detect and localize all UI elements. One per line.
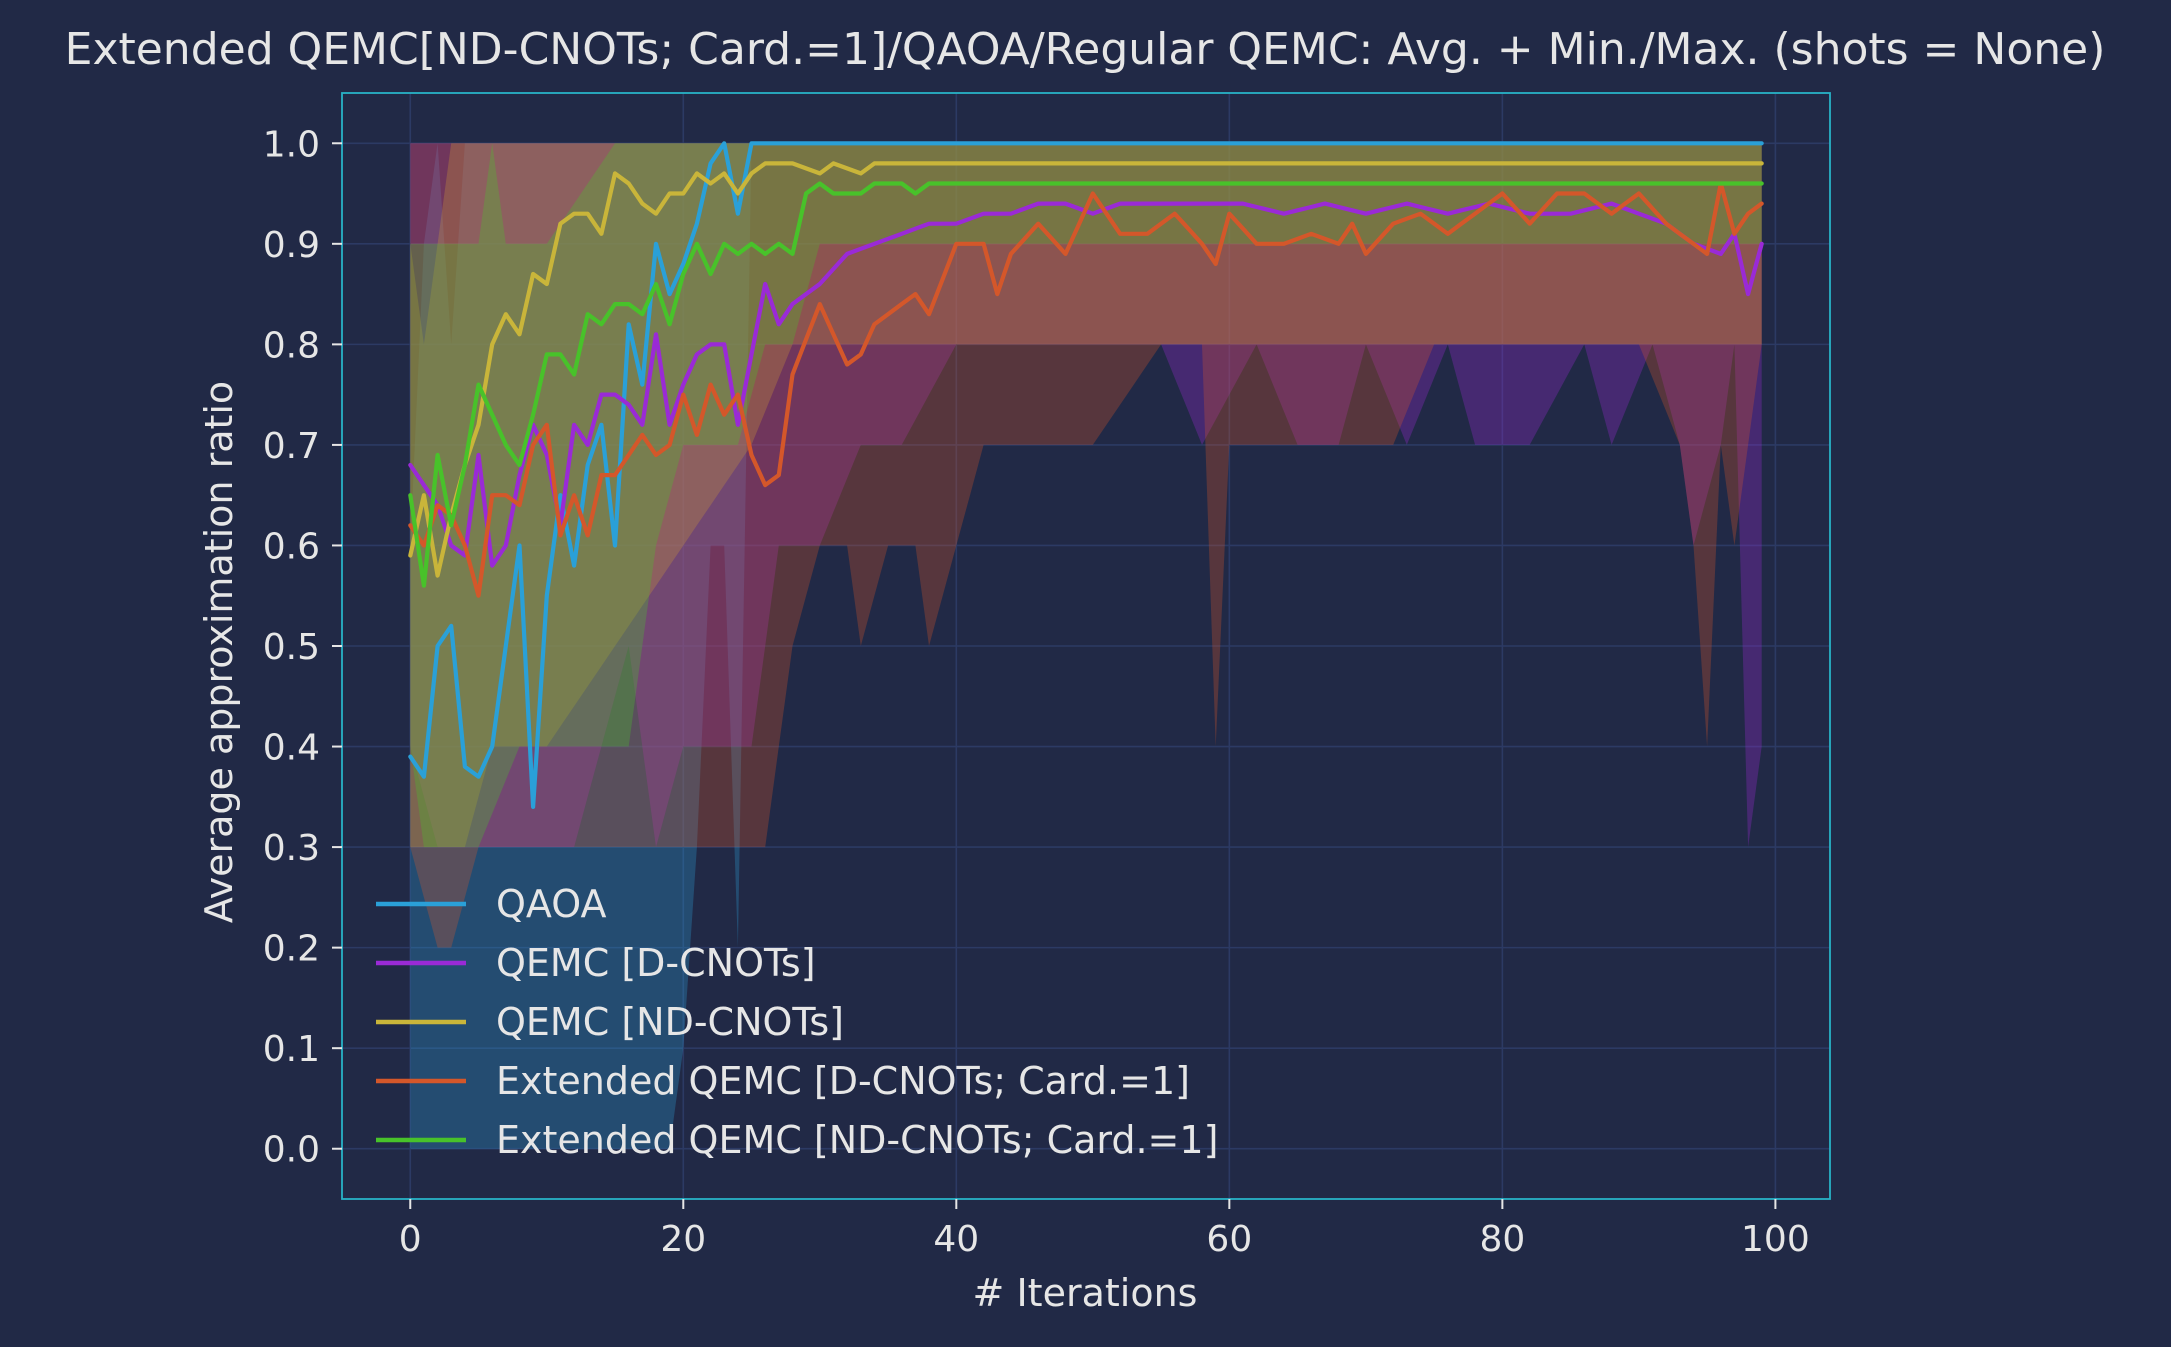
line-series-1 [408, 141, 1764, 810]
axis-ticks: 0 20 40 60 80 100 0.0 0.1 0.2 0.3 0.4 0.5 0.6 0.7 0.8 0… [263, 124, 1810, 1260]
y-tick-label: 0.7 [263, 426, 320, 467]
x-tick-label: 60 [1206, 1219, 1252, 1260]
y-tick-label: 0.6 [263, 526, 320, 567]
band-series-4 [410, 143, 1762, 948]
line-series-3 [408, 161, 1764, 578]
band-series-2 [410, 143, 1762, 848]
legend-label-5: Extended QEMC [ND-CNOTs; Card.=1] [496, 1118, 1218, 1162]
x-tick-label: 100 [1741, 1219, 1810, 1260]
y-tick-label: 0.2 [263, 929, 320, 970]
x-tick-label: 40 [933, 1219, 979, 1260]
legend-label-4: Extended QEMC [D-CNOTs; Card.=1] [496, 1059, 1190, 1103]
legend-label-3: QEMC [ND-CNOTs] [496, 1000, 844, 1044]
y-tick-label: 0.4 [263, 728, 320, 769]
line-series-4 [408, 181, 1764, 598]
min-max-bands [410, 143, 1762, 1149]
y-tick-label: 0.0 [263, 1130, 320, 1171]
band-series-3 [410, 143, 1762, 848]
x-tick-label: 0 [399, 1219, 422, 1260]
band-series-5 [410, 143, 1762, 848]
y-axis-label: Average approximation ratio [197, 381, 241, 923]
band-series-1 [410, 143, 1762, 1149]
x-axis-label: # Iterations [973, 1271, 1198, 1315]
y-tick-label: 1.0 [263, 124, 320, 165]
legend-label-1: QAOA [496, 882, 606, 926]
y-tick-label: 0.8 [263, 325, 320, 366]
chart-title: Extended QEMC[ND-CNOTs; Card.=1]/QAOA/Re… [65, 24, 2106, 75]
y-tick-label: 0.5 [263, 627, 320, 668]
x-tick-label: 20 [660, 1219, 706, 1260]
y-tick-label: 0.3 [263, 828, 320, 869]
legend: QAOA QEMC [D-CNOTs] QEMC [ND-CNOTs] Extende… [376, 882, 1218, 1162]
y-tick-label: 0.9 [263, 225, 320, 266]
series-lines [408, 141, 1764, 810]
line-series-5 [408, 181, 1764, 588]
y-tick-label: 0.1 [263, 1029, 320, 1070]
x-tick-label: 80 [1479, 1219, 1525, 1260]
legend-label-2: QEMC [D-CNOTs] [496, 941, 816, 985]
